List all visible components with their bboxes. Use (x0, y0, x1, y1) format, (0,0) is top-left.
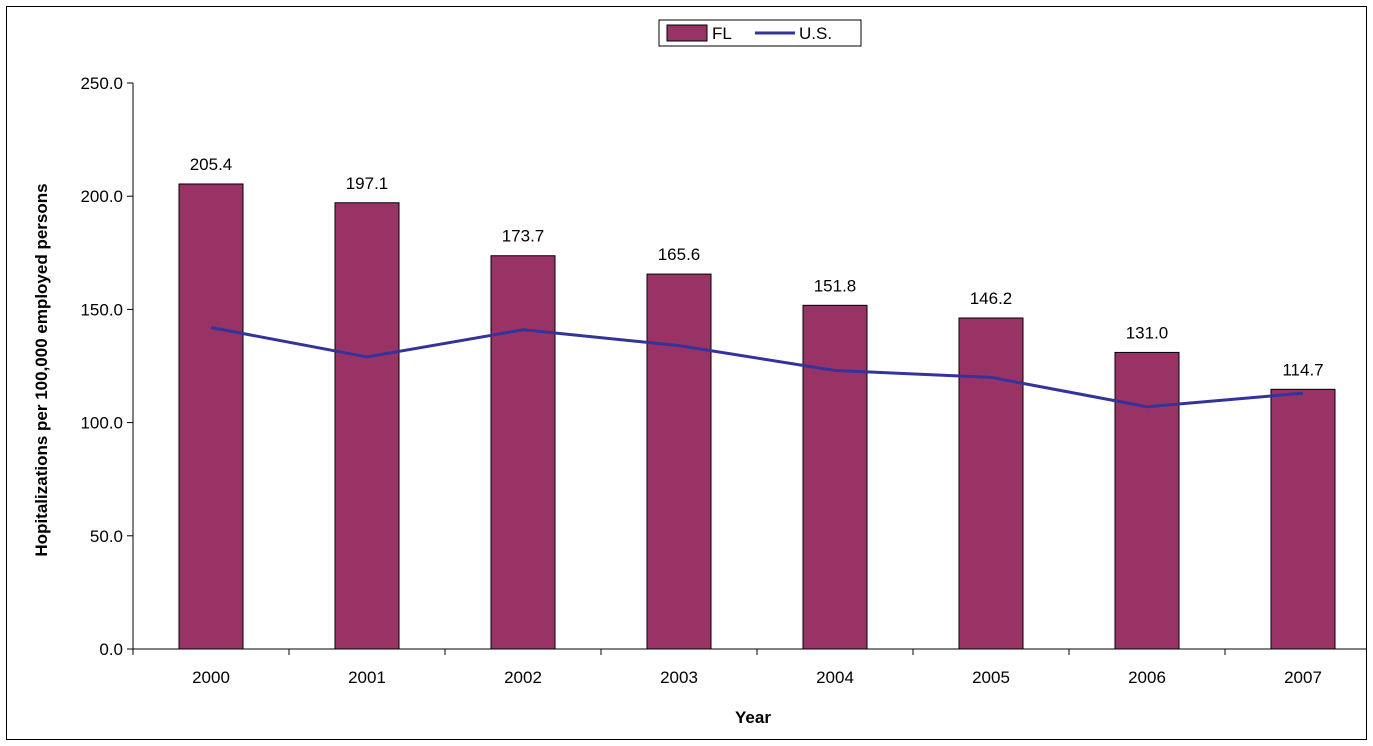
bar-value-label: 131.0 (1126, 323, 1169, 342)
bar-fl (646, 273, 712, 650)
bar-fl (1270, 388, 1336, 650)
y-axis-title: Hopitalizations per 100,000 employed per… (32, 183, 51, 556)
bar-value-label: 165.6 (658, 245, 701, 264)
x-tick-label: 2006 (1128, 668, 1166, 687)
x-tick-label: 2001 (348, 668, 386, 687)
bar-fl (490, 255, 556, 650)
y-tick-label: 0.0 (99, 640, 123, 659)
x-tick-label: 2004 (816, 668, 854, 687)
bar-fl (1114, 351, 1180, 650)
y-tick-label: 150.0 (80, 300, 123, 319)
y-tick-label: 50.0 (90, 527, 123, 546)
x-tick-label: 2005 (972, 668, 1010, 687)
series-us-line (210, 326, 1304, 409)
x-axis-title: Year (735, 708, 771, 727)
x-tick-label: 2002 (504, 668, 542, 687)
plot-area: 0.0 50.0 100.0 150.0 200.0 250.0 205.4 2000 197.… (80, 74, 1367, 687)
x-tick-label: 2000 (192, 668, 230, 687)
legend: FL U.S. (658, 19, 862, 47)
bar-fl (802, 304, 868, 650)
bar-fl (178, 183, 244, 650)
legend-fl-swatch (666, 24, 708, 42)
y-tick-label: 200.0 (80, 187, 123, 206)
bar-value-label: 205.4 (190, 155, 233, 174)
bar-value-label: 197.1 (346, 174, 389, 193)
x-tick-label: 2007 (1284, 668, 1322, 687)
bar-fl (334, 202, 400, 650)
legend-fl-label: FL (712, 24, 732, 43)
legend-us-label: U.S. (799, 24, 832, 43)
bar-value-label: 114.7 (1282, 360, 1323, 379)
x-tick-label: 2003 (660, 668, 698, 687)
bar-value-label: 146.2 (970, 289, 1013, 308)
y-tick-label: 100.0 (80, 414, 123, 433)
bar-fl (958, 317, 1024, 650)
bar-value-label: 173.7 (502, 227, 545, 246)
bar-value-label: 151.8 (814, 276, 857, 295)
y-tick-label: 250.0 (80, 74, 123, 93)
